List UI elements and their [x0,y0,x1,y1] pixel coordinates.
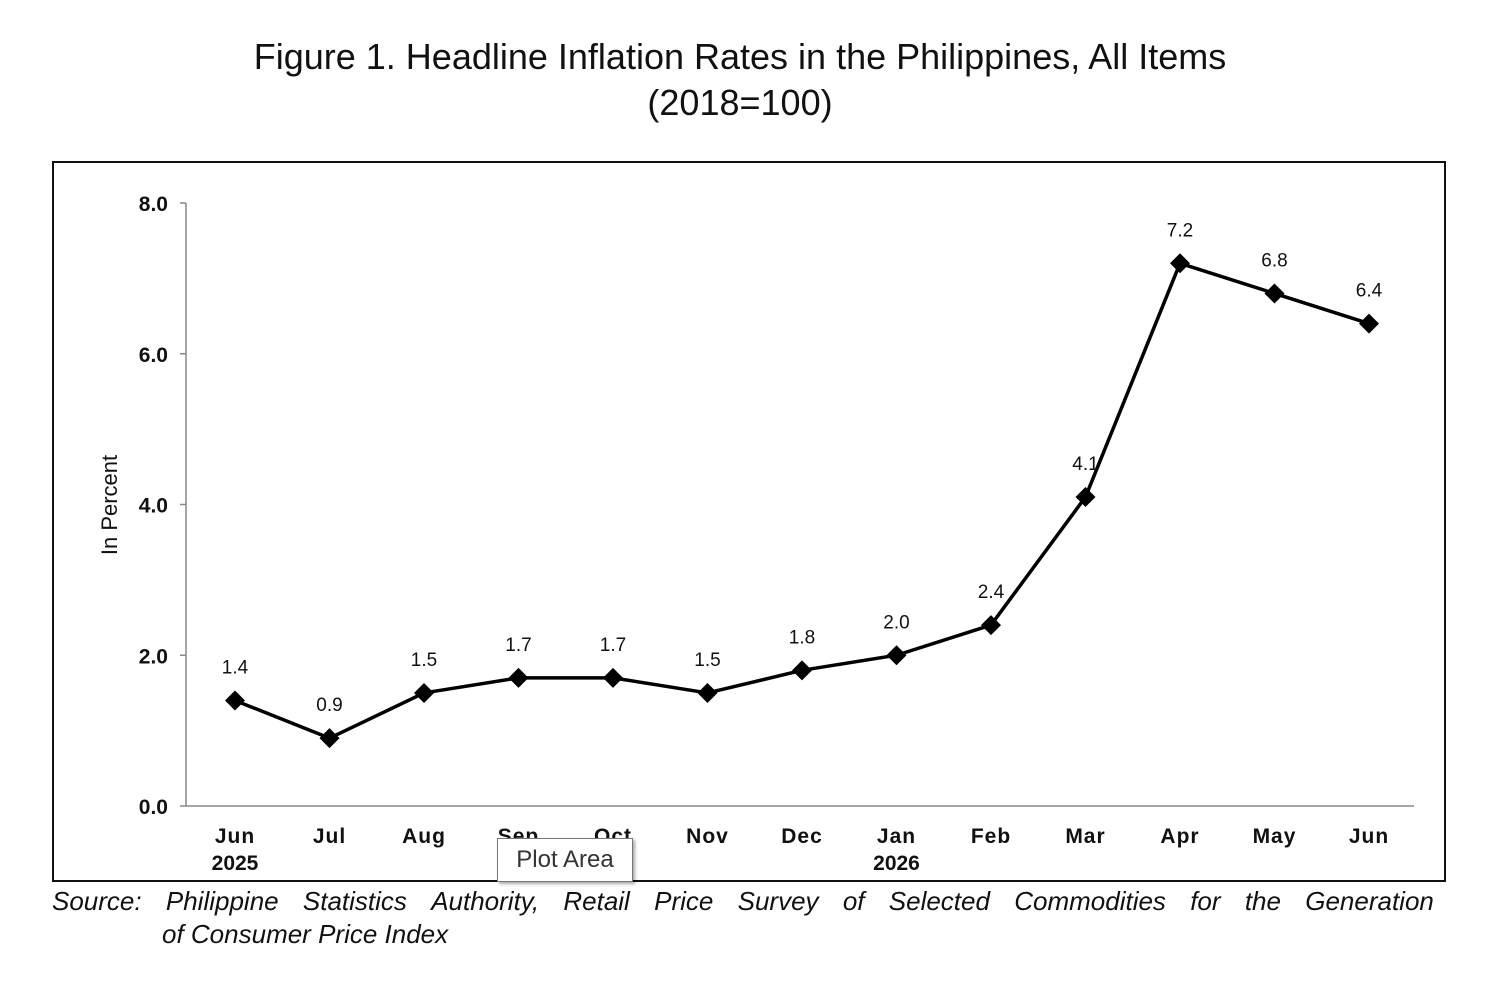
source-word: Commodities [1014,886,1166,916]
x-tick-year-label: 2025 [212,852,259,875]
x-tick-label: Jul [313,825,346,848]
series-inflation-rate [225,253,1379,749]
x-tick-label: Jan [877,825,916,848]
data-label: 1.4 [222,657,249,678]
x-tick-label: May [1253,825,1297,848]
y-tick-label: 0.0 [139,796,168,819]
source-note: Source: Philippine Statistics Authority, Ret… [52,885,1434,951]
data-point-marker [1170,253,1190,274]
source-word: Generation [1305,886,1434,916]
source-word: Philippine [165,886,279,916]
y-axis-label: In Percent [97,455,122,555]
plot-area-tooltip: Plot Area [497,838,633,882]
data-label: 2.4 [978,582,1005,603]
data-point-marker [886,645,907,666]
data-label: 4.1 [1072,454,1098,475]
data-labels: 1.4 0.9 1.5 1.7 1.7 1.5 1.8 2.0 2.4 4.1 7.2 6.8 6.4 [222,220,1383,716]
source-word: Authority, [431,886,540,916]
x-tick-label: Aug [402,825,446,848]
data-point-marker [1359,313,1379,334]
source-word: Statistics [302,886,407,916]
data-point-marker [319,728,340,749]
x-tick-label: Apr [1160,825,1199,848]
chart-area-frame[interactable] [52,161,1446,882]
data-point-marker [981,615,1001,636]
source-word: Survey [737,886,819,916]
source-word: of [842,886,865,916]
y-axis: 0.0 2.0 4.0 6.0 8.0 [139,193,187,819]
x-tick-label: Nov [686,825,729,848]
data-point-marker [508,667,529,688]
y-tick-label: 2.0 [139,645,168,668]
data-label: 2.0 [883,612,909,633]
data-label: 6.4 [1356,281,1383,302]
data-label: 1.5 [411,650,437,671]
data-label: 6.8 [1261,250,1287,271]
x-tick-year-label: 2026 [873,852,920,875]
source-line-2: of Consumer Price Index [162,919,449,949]
source-word: Price [654,886,714,916]
data-label: 1.7 [505,635,531,656]
data-point-marker [697,682,718,703]
data-label: 7.2 [1167,220,1193,241]
chart-title-line1: Figure 1. Headline Inflation Rates in th… [253,36,1227,77]
data-label: 1.5 [694,650,720,671]
source-word: Source: [52,886,142,916]
source-word: Selected [888,886,990,916]
y-tick-label: 6.0 [139,344,168,367]
x-tick-label: Dec [781,825,823,848]
x-tick-label: Mar [1065,825,1105,848]
source-word: the [1244,886,1281,916]
x-tick-label: Feb [971,825,1011,848]
source-word: Retail [563,886,630,916]
y-tick-label: 4.0 [139,495,168,518]
x-tick-label: Jun [1349,825,1389,848]
y-tick-label: 8.0 [139,193,168,216]
data-label: 1.7 [600,635,626,656]
data-point-marker [1264,283,1285,304]
data-point-marker [1075,486,1096,507]
data-label: 1.8 [789,627,815,648]
data-label: 0.9 [316,695,342,716]
source-line-1: Source: Philippine Statistics Authority, Ret… [52,885,1434,918]
data-point-marker [225,690,245,711]
data-point-marker [792,660,812,681]
data-point-marker [414,682,434,703]
data-point-marker [603,667,623,688]
chart-title-line2: (2018=100) [647,82,833,123]
source-word: for [1190,886,1221,916]
x-tick-label: Jun [215,825,255,848]
